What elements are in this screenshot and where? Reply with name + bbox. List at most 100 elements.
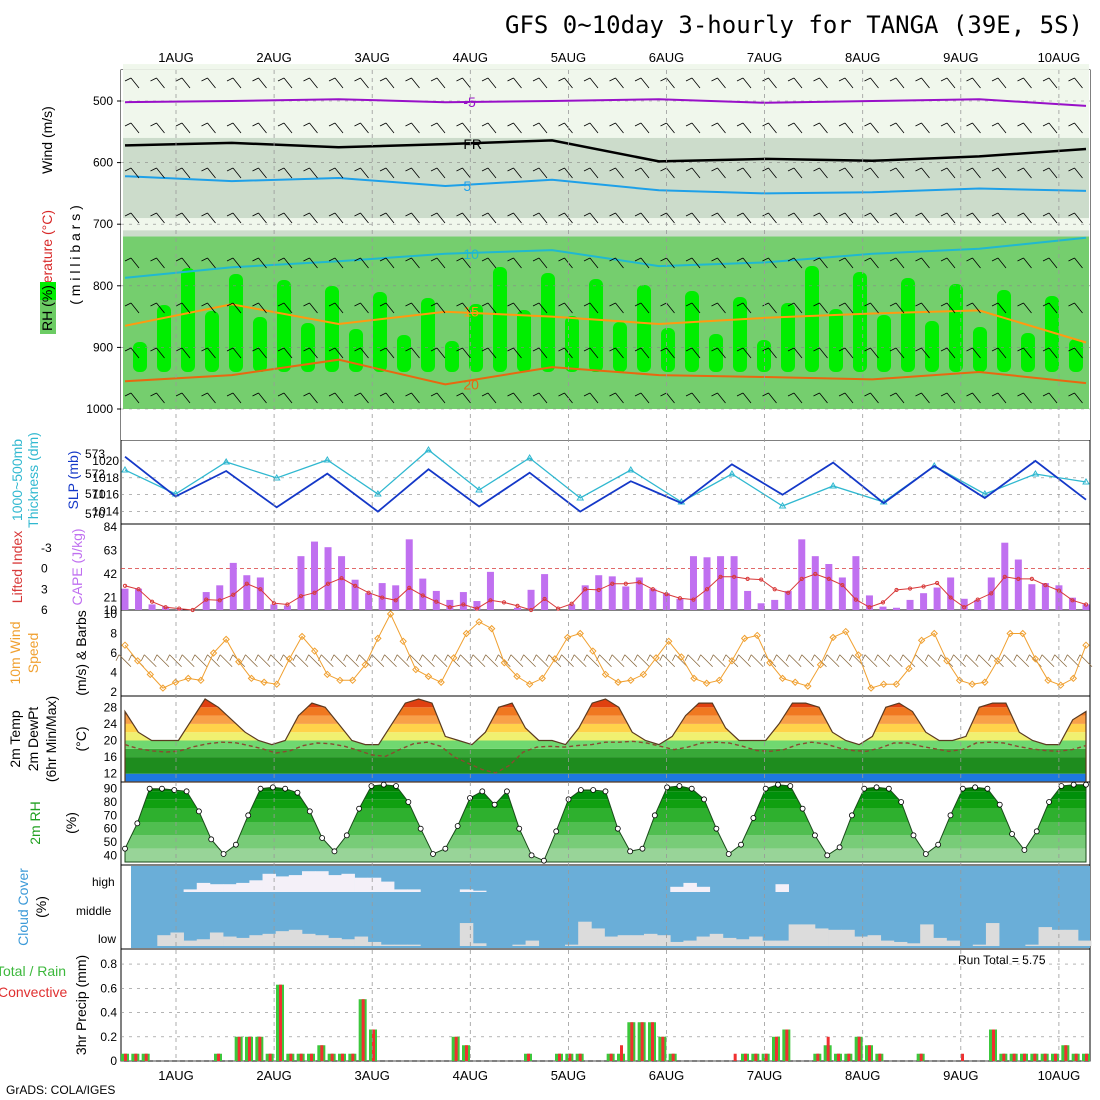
cloud-bar	[459, 889, 474, 892]
wind-barb	[252, 212, 267, 224]
thickness-point	[475, 486, 483, 493]
lifted-index-point	[935, 580, 940, 586]
lifted-index-point	[542, 596, 547, 602]
precip-panel: 0 0.2 0.4 0.6 0.8	[100, 957, 1090, 1068]
wind-barb-10m	[343, 654, 359, 668]
wind-barb-10m	[785, 654, 802, 668]
rh-high-cell	[757, 340, 771, 373]
rh-high-cell	[709, 334, 723, 373]
wind-barb	[685, 257, 701, 269]
wind-barb	[660, 122, 675, 134]
rh-high-cell	[613, 322, 627, 373]
wind-barb	[1042, 122, 1058, 134]
rh-high-cell	[373, 292, 387, 373]
lifted-index-point	[177, 606, 182, 611]
wind-barb	[864, 392, 879, 404]
wind-barb	[991, 392, 1007, 404]
wind-barb	[507, 212, 522, 224]
cloud-bar	[288, 929, 303, 946]
precip-title-2: Convective	[0, 984, 67, 1000]
precip-convective-bar	[351, 1053, 355, 1061]
wind-barb	[915, 212, 930, 224]
wind-barb	[711, 77, 726, 89]
wind-barb	[583, 302, 599, 314]
wind-barb	[915, 302, 930, 314]
temperature-contour	[124, 236, 1087, 279]
cloud-bar	[630, 935, 645, 946]
footer-credit: GrADS: COLA/IGES	[6, 1083, 116, 1097]
rh-point	[516, 825, 523, 832]
cloud-bar	[209, 932, 224, 946]
precip-convective-bar	[919, 1053, 923, 1061]
wind-barb-10m	[886, 654, 903, 668]
slp-axis-title: SLP (mb)	[65, 451, 81, 510]
precip-title-1: Total / Rain	[0, 963, 66, 979]
rh-point	[319, 835, 326, 841]
precip-convective-bar	[1002, 1053, 1006, 1061]
wind-barb	[354, 257, 369, 269]
wind-barb	[1017, 212, 1032, 224]
wind-barb	[762, 347, 777, 359]
cloud-panel	[131, 866, 1092, 948]
wind-barb-10m	[229, 654, 246, 668]
wind-barb	[124, 212, 140, 224]
lifted-index-point	[907, 586, 913, 591]
rh-point	[812, 832, 818, 839]
wind-barb	[736, 302, 752, 314]
precip-convective-bar	[527, 1053, 530, 1061]
wind-barb	[889, 167, 905, 179]
rh-high-cell	[853, 272, 867, 373]
wind-barb	[277, 347, 293, 359]
wind-barb	[685, 302, 701, 314]
thickness-point	[272, 474, 281, 481]
cape-bar	[784, 590, 792, 610]
rh-point	[134, 820, 141, 827]
thickness-axis-title-2: Thickness (dm)	[25, 432, 41, 528]
wind-barb-10m	[823, 654, 840, 668]
precip-convective-bar	[124, 1053, 127, 1061]
wind-speed-point	[879, 680, 888, 688]
precip-convective-bar	[775, 1036, 778, 1061]
rh-point	[738, 841, 744, 848]
lifted-index-point	[731, 574, 737, 579]
wind-speed-point	[842, 627, 850, 636]
cape-bar	[378, 583, 386, 610]
wind-barb	[864, 212, 879, 224]
wind-barb	[1042, 347, 1058, 359]
wind-barb	[201, 392, 216, 404]
wind-barb	[532, 392, 548, 404]
lifted-index-point	[122, 583, 128, 588]
lifted-index-point	[853, 597, 859, 602]
cloud-bar	[525, 940, 540, 946]
rh-point	[1070, 781, 1077, 788]
temp-band	[125, 757, 1086, 774]
precip-tick-label: 0.2	[100, 1030, 117, 1044]
precip-convective-bar	[992, 1029, 995, 1061]
temperature-panel: 12 16 20 24 28	[104, 698, 1087, 783]
cape-bar	[622, 586, 630, 610]
cloud-bar	[775, 884, 789, 892]
wind-speed-point	[412, 665, 420, 674]
wind-barb	[634, 257, 650, 269]
rh-point	[159, 785, 165, 792]
cloud-bar	[670, 886, 684, 892]
cape-bar	[974, 599, 982, 610]
wind-speed-point	[1019, 629, 1027, 638]
rh-point	[1009, 831, 1015, 837]
rh-point	[393, 783, 399, 789]
cape-bar	[1041, 583, 1049, 610]
rh-high-cell	[325, 286, 339, 373]
wind-barb-10m	[494, 654, 511, 668]
wind-speed-point	[1044, 676, 1052, 685]
wind-speed-point	[702, 679, 711, 687]
wind-barb-10m	[381, 654, 397, 668]
cloud-bar	[814, 928, 829, 946]
wind-speed-point	[968, 680, 976, 688]
wind-speed-point	[298, 632, 306, 641]
wind-barb	[583, 257, 599, 269]
rh-point	[713, 825, 720, 832]
wind-barb	[507, 167, 522, 179]
temp-band	[125, 773, 1086, 782]
wind-barb	[532, 122, 548, 134]
cape-bar	[1028, 584, 1036, 610]
